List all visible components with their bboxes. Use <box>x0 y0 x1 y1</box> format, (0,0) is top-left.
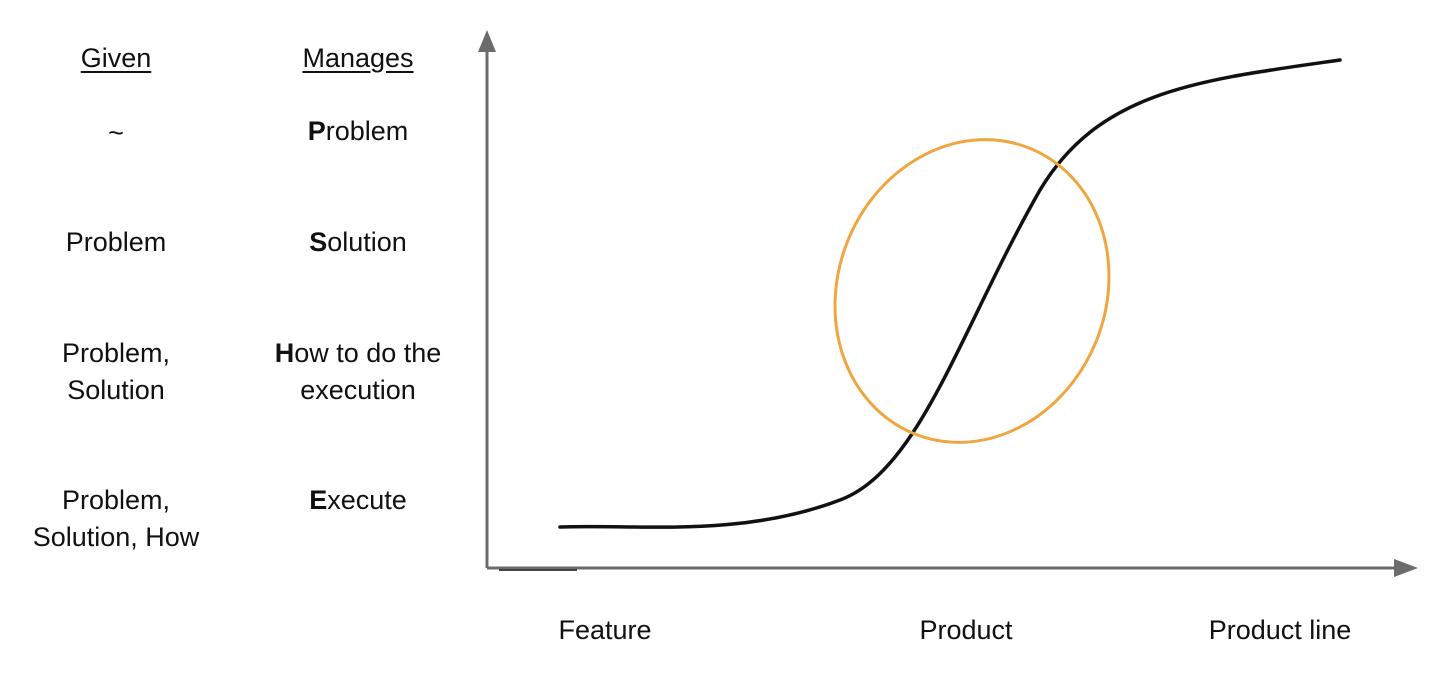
given-cell-4: Problem, Solution, How <box>0 482 232 556</box>
given-line: Problem <box>65 227 167 257</box>
given-line: Solution, How <box>32 522 200 552</box>
manages-cell-2: Solution <box>240 224 476 261</box>
y-axis-arrowhead <box>478 30 496 52</box>
x-label-feature: Feature <box>558 615 652 645</box>
given-line: Solution <box>67 375 165 405</box>
x-label-product-line: Product line <box>1208 615 1352 645</box>
manages-rest: ow to do the <box>294 338 442 368</box>
given-cell-3: Problem, Solution <box>0 335 232 409</box>
manages-line: How to do the <box>240 335 476 372</box>
given-cell-1: ~ <box>0 115 232 152</box>
manages-lead-letter: S <box>309 227 328 257</box>
given-line: ~ <box>108 118 124 148</box>
manages-rest: olution <box>327 227 407 257</box>
manages-lead-letter: P <box>307 116 326 146</box>
highlight-ellipse <box>833 138 1111 444</box>
manages-cell-1: Problem <box>240 113 476 150</box>
manages-rest: roblem <box>325 116 409 146</box>
manages-line: execution <box>300 375 416 405</box>
s-curve <box>558 58 1342 529</box>
given-line: Problem, <box>61 338 171 368</box>
manages-lead-letter: E <box>309 485 328 515</box>
given-cell-2: Problem <box>0 224 232 261</box>
manages-header: Manages <box>302 43 414 73</box>
x-axis-arrowhead <box>1394 559 1418 577</box>
given-header: Given <box>80 43 152 73</box>
given-line: Problem, <box>61 485 171 515</box>
manages-rest: xecute <box>327 485 407 515</box>
x-label-product: Product <box>919 615 1013 645</box>
manages-lead-letter: H <box>274 338 295 368</box>
manages-cell-3: How to do the execution <box>240 335 476 409</box>
manages-cell-4: Execute <box>240 482 476 519</box>
